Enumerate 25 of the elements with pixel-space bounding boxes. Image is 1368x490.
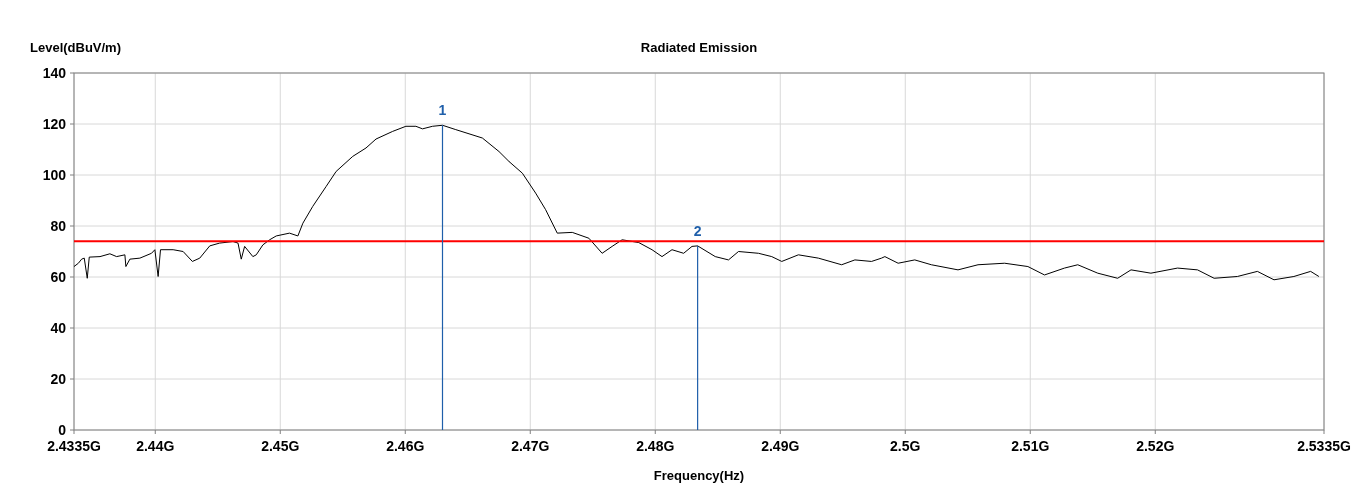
y-axis-title: Level(dBuV/m) xyxy=(30,40,122,55)
annotation: 1 xyxy=(438,102,447,119)
y-tick-label: 40 xyxy=(50,319,67,336)
x-tick-label: 2.44G xyxy=(136,438,175,454)
y-tick-label: 100 xyxy=(42,166,67,183)
x-tick-label: 2.51G xyxy=(1011,438,1050,454)
chart-title: Radiated Emission xyxy=(640,40,758,55)
y-tick-label: 60 xyxy=(50,268,67,285)
y-tick-label: 120 xyxy=(42,115,67,132)
x-tick-label: 2.46G xyxy=(386,438,425,454)
y-tick-label: 20 xyxy=(50,370,67,387)
x-axis-title: Frequency(Hz) xyxy=(653,468,745,483)
x-tick-label: 2.5335G xyxy=(1297,438,1351,454)
y-tick-label: 80 xyxy=(50,217,67,234)
annotation: 2 xyxy=(693,222,702,239)
x-tick-label: 2.45G xyxy=(261,438,300,454)
x-tick-label: 2.47G xyxy=(511,438,550,454)
y-tick-label: 0 xyxy=(58,421,67,438)
x-tick-label: 2.48G xyxy=(636,438,675,454)
x-tick-label: 2.52G xyxy=(1136,438,1175,454)
x-tick-label: 2.49G xyxy=(761,438,800,454)
x-tick-label: 2.4335G xyxy=(47,438,101,454)
line-series xyxy=(73,124,1320,281)
x-tick-label: 2.5G xyxy=(890,438,921,454)
y-tick-label: 140 xyxy=(42,64,67,81)
